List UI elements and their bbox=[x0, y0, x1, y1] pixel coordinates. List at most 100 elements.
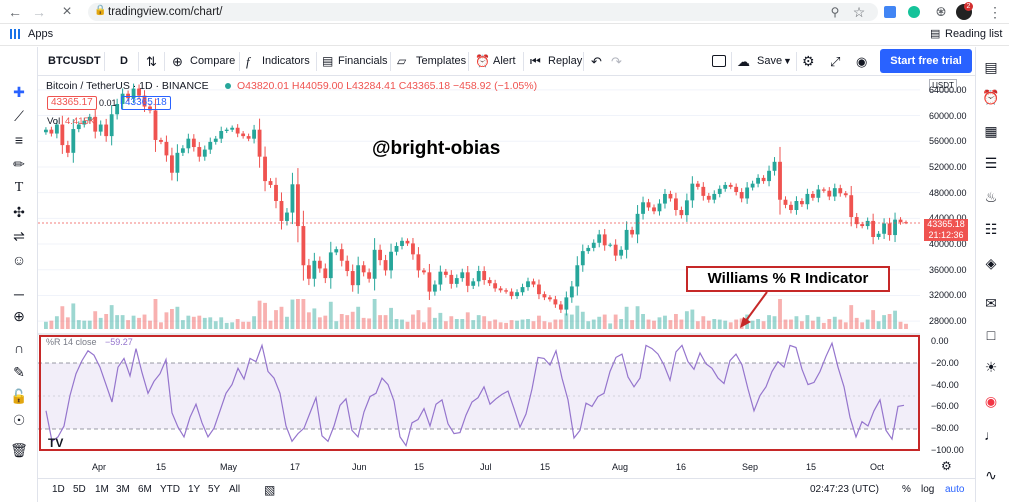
lock-icon[interactable]: 🔒 bbox=[94, 5, 107, 16]
volume-label[interactable]: Vol bbox=[47, 116, 61, 127]
buy-price-box[interactable]: 43365.18 bbox=[121, 96, 171, 110]
log-scale-toggle[interactable]: log bbox=[921, 484, 935, 495]
volume-bar bbox=[487, 321, 492, 329]
extensions-puzzle-icon[interactable]: ♼ bbox=[935, 5, 947, 19]
range-button-6m[interactable]: 6M bbox=[138, 484, 152, 495]
camera-snapshot-icon[interactable]: ◉ bbox=[856, 54, 868, 69]
apps-link[interactable]: Apps bbox=[28, 28, 54, 40]
indicators-fx-icon[interactable]: f bbox=[246, 54, 250, 69]
candle-body bbox=[548, 297, 552, 300]
replay-button[interactable]: Replay bbox=[548, 55, 583, 67]
chart-type-candles-icon[interactable]: ⇅ bbox=[146, 54, 157, 69]
crosshair-icon[interactable]: ✚ bbox=[13, 84, 25, 100]
compare-plus-icon[interactable]: ⊕ bbox=[172, 54, 183, 69]
brush-icon[interactable]: ✏ bbox=[13, 156, 25, 172]
watchlist-icon[interactable]: ▤ bbox=[984, 59, 998, 75]
apps-grid-icon[interactable] bbox=[10, 29, 20, 39]
templates-button[interactable]: Templates bbox=[416, 55, 467, 67]
start-free-trial-button[interactable]: Start free trial bbox=[880, 49, 972, 73]
hotlists-flame-icon[interactable]: ♨ bbox=[984, 189, 998, 205]
candle-body bbox=[460, 272, 465, 279]
percent-scale-toggle[interactable]: % bbox=[902, 484, 911, 495]
wr-legend-label[interactable]: %R 14 close bbox=[46, 337, 97, 347]
pattern-icon[interactable]: ✣ bbox=[13, 204, 25, 220]
sell-price-box[interactable]: 43365.17 bbox=[47, 96, 97, 110]
address-bar[interactable] bbox=[88, 3, 878, 21]
undo-icon[interactable]: ↶ bbox=[591, 54, 602, 69]
time-tick: 15 bbox=[540, 462, 551, 472]
calendar-icon[interactable]: ☷ bbox=[984, 221, 998, 237]
auto-scale-toggle[interactable]: auto bbox=[945, 484, 965, 495]
goto-date-icon[interactable]: ▧ bbox=[264, 483, 276, 497]
volume-bar bbox=[54, 316, 59, 329]
grammarly-extension-icon[interactable] bbox=[908, 6, 920, 18]
price-gridlines bbox=[38, 89, 920, 322]
prediction-measure-icon[interactable]: ⇌ bbox=[13, 228, 25, 244]
templates-icon[interactable]: ▱ bbox=[397, 54, 407, 68]
axis-settings-gear-icon[interactable]: ⚙ bbox=[941, 459, 952, 473]
messages-icon[interactable]: □ bbox=[986, 327, 996, 343]
help-bulb-icon[interactable]: ☀ bbox=[984, 359, 998, 375]
range-button-5y[interactable]: 5Y bbox=[208, 484, 221, 495]
indicators-button[interactable]: Indicators bbox=[262, 55, 310, 67]
fullscreen-icon[interactable]: ⤢ bbox=[830, 54, 841, 69]
chart-canvas[interactable] bbox=[38, 77, 975, 477]
bookmark-star-icon[interactable]: ☆ bbox=[852, 4, 866, 20]
stop-loading-icon[interactable]: × bbox=[62, 3, 72, 20]
candle-body bbox=[361, 265, 366, 273]
lock-drawings-icon[interactable]: 🔓 bbox=[10, 388, 28, 404]
url-text[interactable]: tradingview.com/chart/ bbox=[108, 6, 223, 18]
chats-icon[interactable]: ✉ bbox=[985, 295, 997, 311]
magnet-icon[interactable]: ∩ bbox=[13, 340, 25, 356]
reading-list-icon[interactable]: ▤ bbox=[930, 28, 941, 40]
settings-gear-icon[interactable]: ⚙ bbox=[802, 53, 815, 69]
candle-body bbox=[794, 201, 799, 210]
zoom-icon[interactable]: ⚲ bbox=[830, 5, 840, 19]
news-icon[interactable]: ▦ bbox=[984, 123, 998, 139]
range-button-1y[interactable]: 1Y bbox=[188, 484, 201, 495]
translate-extension-icon[interactable] bbox=[884, 6, 896, 18]
stay-drawing-mode-icon[interactable]: ✎ bbox=[13, 364, 25, 380]
redo-icon[interactable]: ↷ bbox=[611, 54, 622, 69]
range-button-3m[interactable]: 3M bbox=[116, 484, 130, 495]
text-tool-icon[interactable]: T bbox=[14, 180, 24, 195]
ruler-icon[interactable]: ─ bbox=[14, 286, 24, 302]
alert-clock-icon[interactable]: ⏰ bbox=[475, 54, 490, 68]
financials-button[interactable]: Financials bbox=[338, 55, 388, 67]
utc-clock[interactable]: 02:47:23 (UTC) bbox=[810, 484, 879, 495]
range-button-all[interactable]: All bbox=[229, 484, 241, 495]
browser-menu-icon[interactable]: ⋮ bbox=[988, 4, 1002, 20]
trading-panel-wave-icon[interactable]: ∿ bbox=[985, 467, 997, 483]
replay-icon[interactable]: ⏮ bbox=[530, 54, 541, 68]
back-icon[interactable]: ← bbox=[8, 4, 22, 20]
save-button[interactable]: Save bbox=[757, 55, 783, 67]
hide-drawings-eye-icon[interactable]: ☉ bbox=[12, 412, 26, 428]
symbol-search-button[interactable]: BTCUSDT bbox=[48, 55, 101, 67]
range-button-1m[interactable]: 1M bbox=[95, 484, 109, 495]
ideas-bulb-icon[interactable]: ◈ bbox=[985, 255, 997, 271]
forward-icon[interactable]: → bbox=[32, 4, 46, 20]
range-button-5d[interactable]: 5D bbox=[73, 484, 86, 495]
symbol-legend-title[interactable]: Bitcoin / TetherUS · 1D · BINANCE bbox=[46, 80, 209, 92]
financials-icon[interactable]: ▤ bbox=[322, 54, 334, 68]
trash-icon[interactable]: 🗑 bbox=[10, 442, 28, 458]
interval-button[interactable]: D bbox=[120, 55, 128, 67]
trend-line-icon[interactable]: ⟋ bbox=[14, 108, 24, 124]
reading-list-link[interactable]: Reading list bbox=[945, 28, 1003, 40]
compare-button[interactable]: Compare bbox=[190, 55, 236, 67]
streams-icon[interactable]: ◉ bbox=[984, 393, 998, 409]
notifications-bell-icon[interactable]: ♩ bbox=[984, 427, 998, 443]
range-button-1d[interactable]: 1D bbox=[52, 484, 65, 495]
alert-button[interactable]: Alert bbox=[493, 55, 516, 67]
layout-icon[interactable] bbox=[712, 55, 726, 67]
icons-smiley-icon[interactable]: ☺ bbox=[11, 252, 27, 268]
fib-retracement-icon[interactable]: ≡ bbox=[14, 132, 24, 148]
save-chevron-down-icon[interactable]: ▼ bbox=[783, 56, 792, 66]
range-button-ytd[interactable]: YTD bbox=[160, 484, 180, 495]
zoom-in-icon[interactable]: ⊕ bbox=[13, 308, 25, 324]
currency-label[interactable]: USDT bbox=[929, 79, 957, 92]
alerts-clock-icon[interactable]: ⏰ bbox=[982, 89, 1000, 105]
data-window-icon[interactable]: ☰ bbox=[984, 155, 998, 171]
volume-bar bbox=[400, 319, 404, 329]
cloud-save-icon[interactable]: ☁ bbox=[737, 54, 750, 69]
